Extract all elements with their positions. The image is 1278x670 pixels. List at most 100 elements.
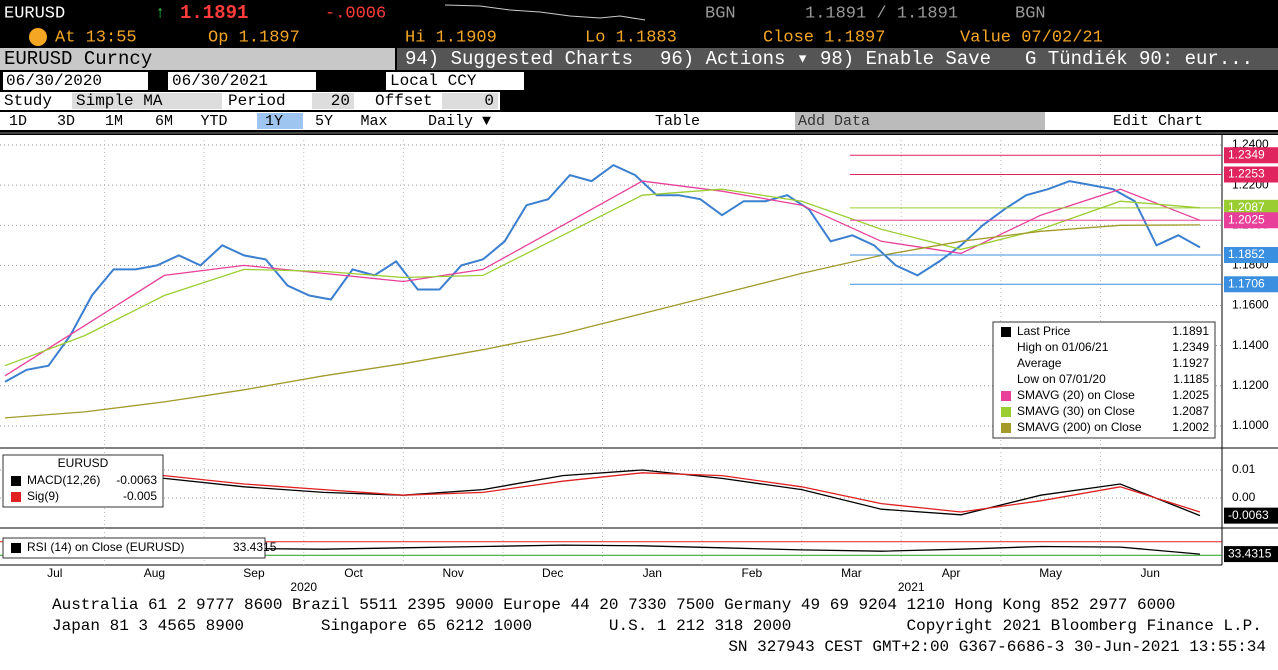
period-field[interactable] (312, 93, 354, 109)
legend-swatch (11, 476, 21, 486)
add-data: Add Data (798, 113, 870, 130)
high: Hi 1.1909 (405, 28, 497, 47)
series-line (4, 466, 1201, 513)
legend-swatch (1001, 327, 1011, 337)
open: Op 1.1897 (208, 28, 300, 47)
date-field[interactable] (168, 72, 316, 90)
range-button[interactable]: YTD (200, 113, 227, 130)
legend-label: Low on 07/01/20 (1017, 372, 1106, 386)
range-button[interactable]: 1Y (265, 113, 283, 130)
currency: Local CCY (390, 72, 477, 90)
legend-value: 1.2002 (1172, 420, 1209, 434)
security: EURUSD Curncy (4, 48, 152, 70)
range-button[interactable]: 3D (57, 113, 75, 130)
legend-value: 1.2025 (1172, 388, 1209, 402)
value-label: 33.4315 (1228, 546, 1272, 560)
price: 1.1891 (180, 2, 248, 24)
value-label: 1.2025 (1228, 212, 1265, 226)
study-label: Study (4, 92, 52, 110)
close: Close 1.1897 (763, 28, 885, 47)
footer-line: SN 327943 CEST GMT+2:00 G367-6686-3 30-J… (728, 638, 1266, 656)
x-tick-label: Jan (643, 566, 662, 580)
legend-label: High on 01/06/21 (1017, 340, 1109, 354)
low: Lo 1.1883 (585, 28, 677, 47)
period-label: Period (228, 92, 286, 110)
value-label: 1.1706 (1228, 276, 1265, 290)
value-label: 1.2253 (1228, 167, 1265, 181)
legend-title: EURUSD (58, 456, 109, 470)
x-tick-label: Aug (144, 566, 165, 580)
menu-item[interactable]: 94) Suggested Charts (405, 48, 633, 70)
value-box (1224, 212, 1278, 229)
period: 20 (331, 92, 350, 110)
legend-label: SMAVG (30) on Close (1017, 404, 1135, 418)
menu-item[interactable]: G Tündiék 90: eur... (1025, 48, 1253, 70)
legend-swatch (11, 543, 21, 553)
y-tick-label: 0.00 (1232, 490, 1256, 504)
range-active (257, 113, 303, 129)
x-tick-label: May (1039, 566, 1062, 580)
legend-value: 1.1891 (1172, 324, 1209, 338)
legend-value: 1.1927 (1172, 356, 1209, 370)
legend-swatch (1001, 391, 1011, 401)
frequency[interactable]: Daily ▼ (428, 113, 491, 130)
x-tick-label: Mar (841, 566, 862, 580)
offset-label: Offset (375, 92, 433, 110)
value-box (1224, 166, 1278, 183)
range-button[interactable]: 1M (105, 113, 123, 130)
date-field[interactable] (3, 72, 148, 90)
up-arrow: ↑ (155, 4, 165, 23)
value-box (1224, 199, 1278, 216)
value-box (1224, 507, 1278, 524)
offset: 0 (484, 92, 494, 110)
series-line (4, 163, 1201, 383)
bid-ask: 1.1891 / 1.1891 (805, 4, 958, 23)
y-tick-label: 1.1000 (1232, 418, 1269, 432)
edit-chart[interactable]: Edit Chart (1113, 113, 1203, 130)
value-box (1224, 546, 1278, 563)
range-button[interactable]: Max (360, 113, 387, 130)
legend-box (2, 537, 266, 559)
series-line (4, 180, 1201, 377)
legend-value: 33.4315 (233, 540, 277, 554)
legend-box (2, 454, 164, 508)
x-tick-label: Oct (344, 566, 363, 580)
footer-line: Australia 61 2 9777 8600 Brazil 5511 239… (52, 596, 1175, 614)
series-line (4, 188, 1201, 367)
range-button[interactable]: 5Y (315, 113, 333, 130)
legend-box (992, 321, 1216, 439)
legend-label: MACD(12,26) (27, 473, 100, 487)
legend-label: Sig(9) (27, 489, 59, 503)
add-data-field[interactable] (795, 112, 1045, 130)
range-button[interactable]: 6M (155, 113, 173, 130)
range-button[interactable]: 1D (9, 113, 27, 130)
x-tick-label: Nov (442, 566, 463, 580)
study: Simple MA (76, 92, 163, 110)
legend-label: SMAVG (20) on Close (1017, 388, 1135, 402)
source: BGN (1015, 4, 1046, 23)
menu-item[interactable]: 98) Enable Save (820, 48, 991, 70)
start-date: 06/30/2020 (6, 72, 102, 90)
y-tick-label: 1.1200 (1232, 378, 1269, 392)
value-box (1224, 246, 1278, 263)
table-button[interactable]: Table (655, 113, 700, 130)
legend-label: Average (1017, 356, 1062, 370)
value-box (1224, 276, 1278, 293)
x-tick-label: Dec (542, 566, 563, 580)
clock-icon (29, 28, 47, 46)
end-date: 06/30/2021 (172, 72, 268, 90)
currency-field[interactable] (386, 72, 524, 90)
time: At 13:55 (55, 28, 137, 47)
legend-value: 1.1185 (1173, 372, 1209, 386)
toolbar (0, 112, 1278, 130)
legend-value: -0.005 (123, 489, 157, 503)
change: -.0006 (325, 4, 386, 23)
footer-line: Japan 81 3 4565 8900 Singapore 65 6212 1… (52, 617, 1262, 635)
year-label: 2020 (290, 580, 317, 594)
offset-field[interactable] (442, 93, 498, 109)
menu-item[interactable]: 96) Actions ▾ (660, 48, 808, 70)
x-tick-label: Apr (942, 566, 961, 580)
study-field[interactable] (72, 93, 222, 109)
x-tick-label: Jun (1141, 566, 1160, 580)
